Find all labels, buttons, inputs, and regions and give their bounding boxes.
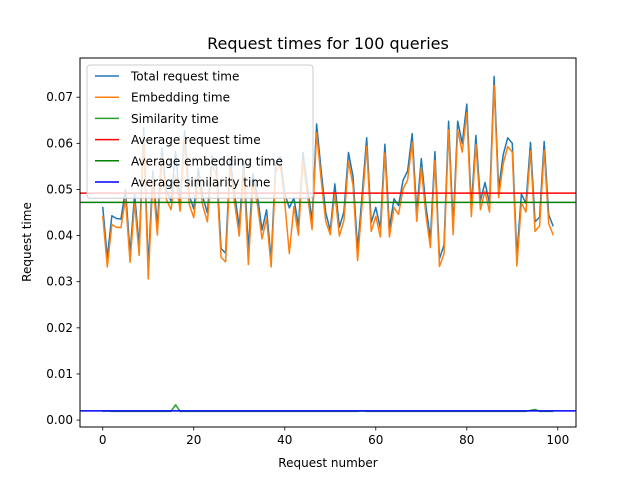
x-axis-label: Request number [278, 456, 377, 470]
legend-label-similarity-time: Similarity time [131, 112, 219, 126]
axis-ticks: 0 20 40 60 80 100 0.00 0.01 0.02 0.03 0.04 0.05 0.06… [46, 90, 569, 447]
y-tick-label: 0.03 [46, 275, 73, 289]
x-tick-label: 60 [368, 433, 383, 447]
y-tick-label: 0.06 [46, 136, 73, 150]
y-tick-label: 0.00 [46, 413, 73, 427]
y-tick-label: 0.04 [46, 229, 73, 243]
legend-label-average-similarity-time: Average similarity time [131, 176, 270, 190]
y-axis-label: Request time [20, 202, 34, 282]
legend-box [86, 64, 314, 199]
legend-label-average-embedding-time: Average embedding time [131, 154, 283, 168]
y-tick-label: 0.01 [46, 367, 73, 381]
y-tick-label: 0.05 [46, 182, 73, 196]
legend-label-total-request-time: Total request time [130, 70, 239, 84]
chart-title: Request times for 100 queries [207, 34, 449, 53]
y-tick-label: 0.07 [46, 90, 73, 104]
x-tick-label: 20 [186, 433, 201, 447]
legend: Total request time Embedding time Similari… [86, 64, 314, 199]
plot-frame [79, 57, 577, 428]
x-tick-label: 100 [546, 433, 569, 447]
x-tick-label: 40 [277, 433, 292, 447]
y-tick-label: 0.02 [46, 321, 73, 335]
legend-label-average-request-time: Average request time [131, 133, 261, 147]
x-tick-label: 0 [99, 433, 107, 447]
legend-label-embedding-time: Embedding time [131, 91, 230, 105]
x-tick-label: 80 [459, 433, 474, 447]
